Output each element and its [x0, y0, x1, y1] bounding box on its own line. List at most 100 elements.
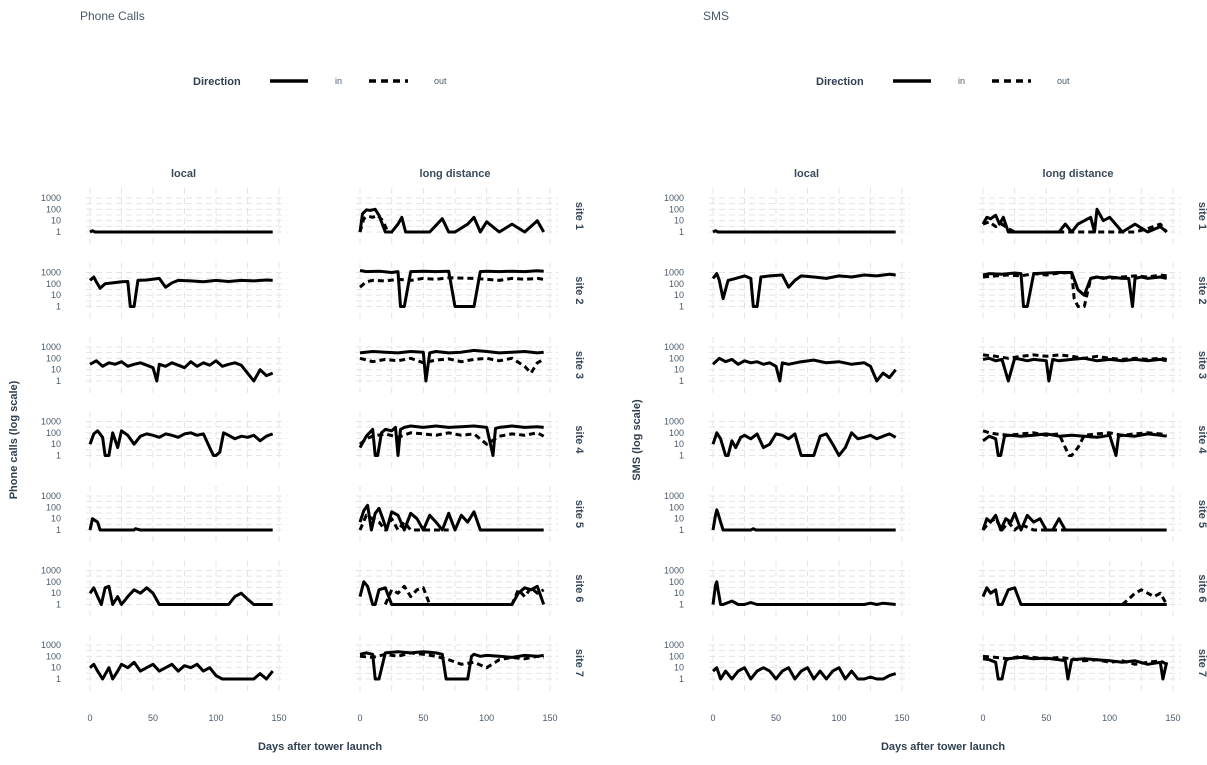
panel-site-5-long-distance — [979, 486, 1181, 544]
series-line-in — [711, 580, 896, 606]
series-line-in — [712, 229, 896, 234]
panel-site-3-long-distance — [356, 337, 558, 395]
series-line-out — [982, 220, 1168, 234]
series-line-in — [982, 432, 1167, 457]
series-line-in — [88, 429, 274, 457]
series-line-in — [981, 511, 1167, 532]
y-tick-label: 10 — [674, 439, 684, 449]
panel-site-3-local — [86, 337, 287, 395]
row-strip-label: site 5 — [1196, 500, 1207, 528]
row-strip-label: site 7 — [573, 649, 585, 677]
y-tick-label: 1000 — [41, 640, 61, 650]
y-tick-label: 1 — [56, 227, 61, 237]
legend-title: Direction — [193, 76, 241, 88]
y-tick-label: 1 — [56, 525, 61, 535]
panel-site-1-long-distance — [356, 188, 558, 246]
y-tick-label: 10 — [674, 290, 684, 300]
series-line-in — [88, 517, 273, 532]
panel-site-6-long-distance — [356, 560, 558, 619]
row-strip-label: site 5 — [573, 500, 585, 528]
y-tick-label: 1 — [679, 600, 684, 610]
x-tick-label: 100 — [1102, 713, 1117, 723]
legend-label-out: out — [1057, 76, 1070, 86]
row-strip-label: site 1 — [1196, 202, 1207, 230]
figure-sms: SMS Direction in out local long distance SMS (… — [631, 9, 1207, 753]
y-tick-label: 1000 — [664, 491, 684, 501]
panel-site-5-long-distance — [356, 486, 558, 544]
x-tick-label: 0 — [710, 713, 715, 723]
series-line-out — [358, 213, 393, 234]
panel-site-3-local — [709, 337, 910, 395]
row-strip-label: site 3 — [573, 351, 585, 379]
y-tick-label: 1000 — [41, 566, 61, 576]
panel-site-6-local — [709, 560, 910, 619]
series-line-in — [359, 269, 544, 308]
legend-label-in: in — [958, 76, 965, 86]
panel-site-2-long-distance — [356, 262, 558, 321]
series-line-in — [358, 424, 544, 457]
panel-site-1-local — [86, 188, 287, 246]
y-tick-label: 100 — [46, 502, 61, 512]
x-tick-label: 0 — [980, 713, 985, 723]
y-tick-label: 100 — [46, 204, 61, 214]
row-strip-label: site 6 — [1196, 574, 1207, 602]
y-axis-label: Phone calls (log scale) — [8, 380, 20, 499]
row-strip-label: site 3 — [1196, 351, 1207, 379]
y-tick-label: 10 — [51, 588, 61, 598]
series-line-out — [1121, 588, 1169, 606]
series-line-out — [383, 584, 545, 606]
x-tick-label: 50 — [418, 713, 428, 723]
series-line-in — [982, 655, 1169, 681]
panel-site-5-local — [86, 486, 287, 544]
y-tick-label: 1000 — [41, 193, 61, 203]
panel-site-5-local — [709, 486, 910, 544]
y-tick-label: 100 — [46, 651, 61, 661]
y-tick-label: 100 — [669, 353, 684, 363]
y-tick-label: 100 — [669, 502, 684, 512]
legend-title: Direction — [816, 76, 864, 88]
series-line-in — [358, 207, 546, 234]
y-tick-label: 10 — [674, 216, 684, 226]
y-tick-label: 100 — [669, 428, 684, 438]
x-axis-label: Days after tower launch — [258, 741, 382, 753]
panel-site-2-long-distance — [979, 262, 1181, 321]
panel-site-7-long-distance — [356, 635, 558, 693]
series-line-out — [982, 271, 1167, 308]
column-strip-label: long distance — [420, 168, 491, 180]
y-tick-label: 10 — [674, 588, 684, 598]
series-line-in — [88, 275, 273, 308]
y-axis-label: SMS (log scale) — [631, 399, 643, 481]
panel-site-7-local — [709, 635, 910, 693]
y-tick-label: 10 — [51, 439, 61, 449]
panel-site-7-long-distance — [979, 635, 1181, 693]
y-tick-label: 1 — [56, 451, 61, 461]
row-strip-label: site 6 — [573, 574, 585, 602]
row-strip-label: site 1 — [573, 202, 585, 230]
series-line-in — [89, 359, 274, 383]
series-line-in — [982, 271, 1168, 308]
series-line-out — [982, 353, 1167, 361]
figure-title: SMS — [703, 9, 729, 23]
column-strip-label: local — [171, 168, 196, 180]
series-line-in — [711, 356, 897, 383]
x-tick-label: 150 — [271, 713, 286, 723]
panel-site-4-long-distance — [979, 411, 1181, 470]
y-tick-label: 100 — [46, 353, 61, 363]
series-line-out — [359, 276, 544, 289]
y-tick-label: 1000 — [664, 640, 684, 650]
x-tick-label: 50 — [148, 713, 158, 723]
series-line-out — [982, 654, 1168, 666]
series-line-in — [358, 503, 544, 532]
y-tick-label: 100 — [669, 651, 684, 661]
y-tick-label: 100 — [669, 577, 684, 587]
panel-site-1-long-distance — [979, 188, 1181, 246]
y-tick-label: 1 — [679, 451, 684, 461]
y-tick-label: 1000 — [41, 417, 61, 427]
x-tick-label: 100 — [831, 713, 846, 723]
panel-site-6-local — [86, 560, 287, 619]
y-tick-label: 1 — [679, 525, 684, 535]
series-line-out — [359, 431, 545, 446]
y-tick-label: 1 — [679, 376, 684, 386]
y-tick-label: 1 — [679, 227, 684, 237]
